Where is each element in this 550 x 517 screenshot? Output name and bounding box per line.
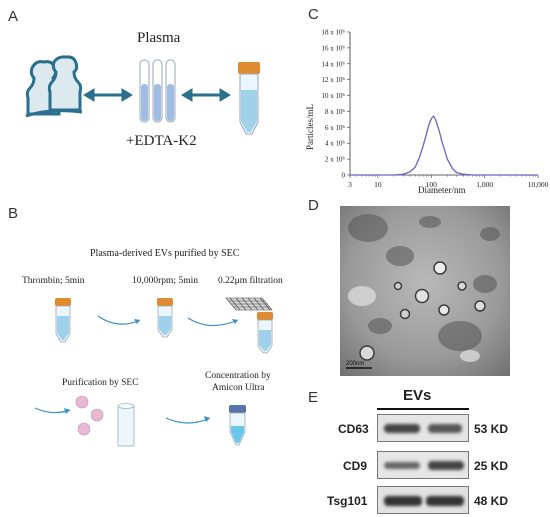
tem-image: 200nm: [340, 206, 510, 376]
wb-band-image: [377, 451, 469, 479]
x-tick-label: 100: [426, 180, 438, 189]
tem-scale-text: 200nm: [346, 361, 364, 367]
y-tick-label: 14 x 10⁶: [322, 60, 346, 68]
curved-arrow-icon-2: [187, 317, 239, 327]
double-arrow-icon: [83, 88, 133, 102]
step-filtration: 0.22μm filtration: [218, 276, 283, 286]
tem-dark-patches: [348, 214, 500, 351]
wb-size-label: 25 KD: [474, 459, 509, 473]
y-tick-label: 0: [342, 172, 346, 180]
step-centrifuge: 10,000rpm; 5min: [132, 276, 198, 286]
y-tick-label: 18 x 10⁶: [322, 29, 346, 37]
wb-size-label: 48 KD: [474, 494, 509, 508]
y-tick-label: 12 x 10⁶: [322, 76, 346, 84]
falcon-tube-icon: [238, 62, 260, 135]
chart-x-label: Diameter/nm: [418, 185, 465, 195]
y-tick-label: 10 x 10⁶: [322, 92, 346, 100]
ev-particles-icon: [75, 395, 104, 436]
double-arrow-icon-2: [181, 88, 231, 102]
wb-protein-label: CD63: [338, 422, 369, 436]
step-sec: Purification by SEC: [62, 378, 139, 388]
tem-vesicles: [359, 261, 486, 361]
panel-a-title: Plasma: [137, 30, 181, 46]
panel-e-letter: E: [308, 389, 319, 406]
blood-tubes-icon: [139, 59, 176, 123]
wb-size-label: 53 KD: [474, 422, 509, 436]
panel-a-illustration: [25, 55, 260, 135]
wb-band-image: [377, 486, 469, 514]
chart-y-ticks: 18 x 10⁶ 16 x 10⁶ 14 x 10⁶ 12 x 10⁶ 10 x 10⁶…: [322, 29, 350, 180]
amicon-tube-icon: [229, 405, 246, 446]
wb-header: EVs: [403, 387, 432, 404]
curved-arrow-icon-1: [97, 315, 141, 325]
panel-a-letter: A: [8, 8, 19, 25]
wb-row-tsg101: Tsg101 48 KD: [0, 486, 550, 514]
falcon-tube-icon-3: [257, 312, 273, 354]
chart-axes: [349, 32, 538, 176]
y-tick-label: 4 x 10⁶: [325, 140, 346, 148]
x-tick-label: 1,000: [476, 180, 493, 189]
wb-protein-label: CD9: [343, 459, 368, 473]
wb-row-cd63: CD63 53 KD: [0, 414, 550, 442]
y-tick-label: 6 x 10⁶: [325, 124, 346, 132]
falcon-tube-icon-2: [157, 298, 173, 338]
y-tick-label: 16 x 10⁶: [322, 44, 346, 52]
wb-row-cd9: CD9 25 KD: [0, 451, 550, 479]
size-distribution-chart: 18 x 10⁶ 16 x 10⁶ 14 x 10⁶ 12 x 10⁶ 10 x 10⁶…: [305, 29, 549, 196]
panel-b-title: Plasma-derived EVs purified by SEC: [90, 248, 240, 259]
sec-column-icon: [117, 403, 135, 447]
x-tick-label: 10,000: [528, 180, 549, 189]
wb-header-line: [377, 408, 469, 410]
wb-protein-label: Tsg101: [327, 494, 368, 508]
panel-a-reagent: +EDTA-K2: [126, 133, 197, 149]
tem-light-patch: [348, 286, 480, 362]
panel-b-illustration: [34, 297, 273, 447]
wb-band-image: [377, 414, 469, 442]
panel-b-letter: B: [8, 205, 19, 222]
y-tick-label: 2 x 10⁶: [325, 156, 346, 164]
panel-c-letter: C: [308, 6, 319, 23]
x-tick-label: 3: [348, 180, 352, 189]
chart-y-label: Particles/mL: [305, 104, 315, 150]
falcon-tube-icon-1: [55, 298, 71, 343]
step-concentration-1: Concentration by: [205, 371, 271, 381]
step-thrombin: Thrombin; 5min: [22, 276, 85, 286]
y-tick-label: 8 x 10⁶: [325, 108, 346, 116]
panel-d-letter: D: [308, 197, 319, 214]
chart-series-line: [350, 115, 538, 176]
people-icon: [25, 55, 83, 118]
step-concentration-2: Amicon Ultra: [212, 383, 265, 393]
x-tick-label: 10: [374, 180, 382, 189]
filter-mesh-icon: [225, 297, 273, 311]
